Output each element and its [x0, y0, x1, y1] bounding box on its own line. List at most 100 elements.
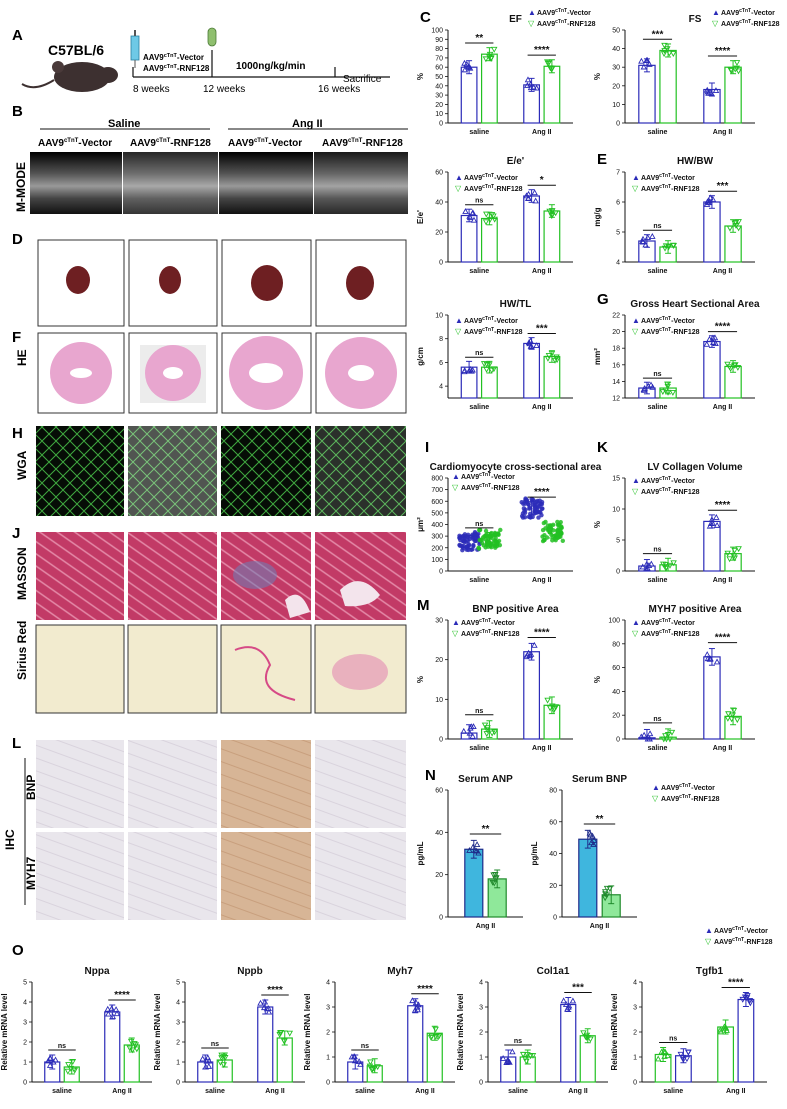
data-point: [470, 723, 477, 730]
data-point: [680, 1057, 687, 1063]
x-tick-label: saline: [355, 1088, 375, 1095]
y-tick-label: 5: [616, 230, 620, 237]
legend-marker-rnf: ▽: [705, 937, 712, 946]
data-point: [490, 880, 498, 887]
data-point: [218, 1052, 225, 1059]
data-point: [639, 237, 646, 244]
bar-vector-0: [638, 64, 656, 124]
y-axis-label: μm²: [416, 517, 425, 532]
data-point: [67, 1065, 75, 1072]
y-tick-label: 0: [439, 915, 443, 922]
data-point: [460, 368, 468, 375]
data-point: [601, 889, 609, 896]
significance-label: ns: [475, 350, 483, 357]
data-point: [132, 1042, 140, 1049]
legend-marker-rnf: ▽: [632, 629, 639, 638]
x-tick-label: Ang II: [265, 1088, 284, 1095]
data-point: [540, 506, 545, 511]
y-tick-label: 1: [633, 1055, 637, 1062]
significance-label: ****: [534, 627, 550, 638]
x-tick-label: saline: [469, 129, 489, 136]
data-point: [470, 536, 475, 541]
data-point: [555, 522, 561, 528]
y-tick-label: 100: [431, 28, 443, 35]
masson-image-1: [36, 532, 124, 620]
y-tick-label: 0: [439, 737, 443, 744]
data-point: [527, 1053, 534, 1060]
legend-EF: ▲ AAV9cTnT-Vector▽ AAV9cTnT-RNF128: [528, 8, 596, 28]
bar-vector-0: [578, 838, 598, 918]
significance-label: ns: [58, 1043, 66, 1050]
legend-label-vector: AAV9cTnT-Vector: [641, 316, 695, 325]
data-point: [590, 837, 598, 843]
y-tick-label: 5: [23, 980, 27, 987]
significance-label: ***: [717, 181, 729, 192]
data-point: [545, 59, 553, 66]
data-point: [724, 715, 732, 722]
data-point: [660, 736, 668, 743]
data-point: [735, 225, 742, 232]
data-point: [277, 1030, 284, 1037]
data-point: [544, 697, 551, 704]
x-tick-label: Ang II: [713, 577, 732, 584]
data-point: [580, 1030, 587, 1037]
data-point: [552, 704, 560, 711]
significance-label: ****: [715, 46, 731, 57]
y-tick-label: 20: [435, 872, 443, 879]
data-point: [478, 537, 484, 543]
masson-image-4: [315, 532, 406, 620]
mmode-label: M-MODE: [14, 162, 28, 212]
data-point: [640, 386, 648, 393]
y-tick-label: 90: [435, 37, 443, 44]
y-tick-label: 100: [431, 557, 443, 564]
data-point: [603, 892, 611, 899]
data-point: [560, 997, 567, 1004]
data-point: [480, 361, 488, 368]
y-axis-label: mm²: [593, 348, 602, 365]
he-label: HE: [15, 349, 29, 366]
data-point: [525, 339, 533, 346]
y-tick-label: 600: [431, 499, 443, 506]
legend-label-rnf: AAV9cTnT-RNF128: [714, 937, 773, 946]
y-axis-label: %: [593, 73, 602, 80]
y-tick-label: 40: [612, 46, 620, 53]
data-point: [735, 219, 742, 225]
data-point: [685, 1049, 692, 1056]
data-point: [261, 998, 269, 1005]
data-point: [504, 1057, 511, 1064]
dose-label: 1000ng/kg/min: [236, 61, 305, 72]
y-tick-label: 40: [612, 689, 620, 696]
bar-vector-1: [703, 201, 721, 263]
bar-vector-1: [703, 340, 721, 399]
group-vector-label: AAV9cTnT-Vector: [143, 53, 204, 62]
data-point: [286, 1030, 294, 1037]
bar-vector-1: [257, 1006, 274, 1083]
data-point: [662, 565, 670, 572]
data-point: [658, 1048, 665, 1055]
legend-marker-vector: ▲: [452, 472, 460, 481]
data-point: [706, 194, 714, 201]
y-tick-label: 0: [439, 569, 443, 576]
legend-label-vector: AAV9cTnT-Vector: [464, 173, 518, 182]
chart-title: LV Collagen Volume: [647, 462, 743, 473]
data-point: [527, 650, 535, 657]
data-point: [590, 840, 597, 847]
data-point: [490, 366, 498, 373]
y-tick-label: 3: [326, 1005, 330, 1012]
x-tick-label: Ang II: [726, 1088, 745, 1095]
chart-EF: 0 10 20 30 40 50 60 70 80 90 100 EF% saline ** Ang II *…: [416, 14, 573, 136]
data-point: [553, 357, 561, 364]
x-tick-label: Ang II: [532, 129, 551, 136]
data-point: [531, 498, 536, 503]
time-12w: 12 weeks: [203, 84, 245, 95]
data-point: [706, 335, 713, 342]
chart-title: Serum ANP: [458, 774, 513, 785]
wga-image-3: [221, 426, 311, 516]
data-point: [536, 515, 541, 520]
chart-title: BNP positive Area: [472, 604, 559, 615]
data-point: [727, 67, 735, 74]
chart-Tgfb1: 0 1 2 3 4 Tgfb1 Relative mRNA level saline ns Ang…: [610, 966, 767, 1095]
legend-label-rnf: AAV9cTnT-RNF128: [641, 629, 700, 638]
ihc-bnp-4: [315, 740, 406, 828]
